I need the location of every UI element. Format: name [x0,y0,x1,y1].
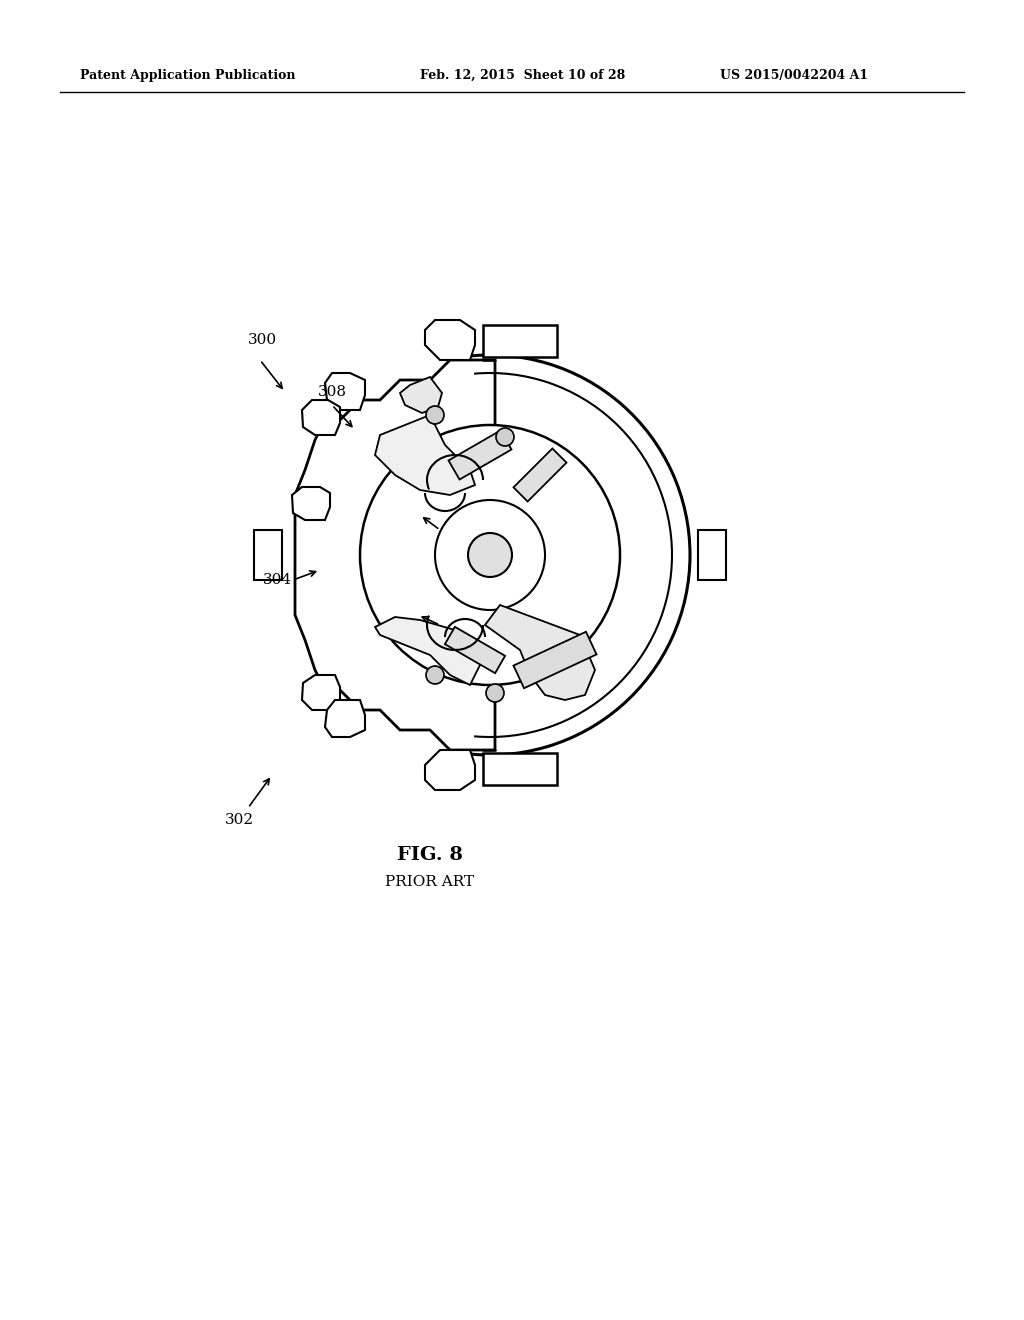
Text: PRIOR ART: PRIOR ART [385,875,474,888]
Polygon shape [449,430,511,479]
Text: US 2015/0042204 A1: US 2015/0042204 A1 [720,69,868,82]
Polygon shape [254,531,282,579]
Polygon shape [425,319,475,360]
Polygon shape [698,531,726,579]
Circle shape [426,667,444,684]
Polygon shape [513,449,566,502]
Circle shape [468,533,512,577]
Circle shape [426,407,444,424]
Text: 300: 300 [248,333,278,347]
Text: 304: 304 [263,573,292,587]
Polygon shape [444,627,505,673]
Circle shape [360,425,620,685]
Circle shape [496,428,514,446]
Text: 304: 304 [442,523,471,537]
Polygon shape [375,616,480,685]
Text: Feb. 12, 2015  Sheet 10 of 28: Feb. 12, 2015 Sheet 10 of 28 [420,69,626,82]
Circle shape [435,500,545,610]
Text: 308: 308 [318,385,347,399]
Text: 306: 306 [442,618,471,632]
Polygon shape [302,400,340,436]
Polygon shape [325,374,365,411]
Text: Patent Application Publication: Patent Application Publication [80,69,296,82]
Polygon shape [325,700,365,737]
Polygon shape [375,414,475,495]
Circle shape [486,684,504,702]
Polygon shape [400,378,442,413]
Polygon shape [513,632,597,688]
Polygon shape [292,487,330,520]
Polygon shape [302,675,340,710]
Polygon shape [483,752,557,785]
Text: 302: 302 [225,813,254,828]
Polygon shape [483,325,557,356]
Polygon shape [295,360,495,750]
Text: FIG. 8: FIG. 8 [397,846,463,865]
Polygon shape [485,605,595,700]
Polygon shape [425,750,475,789]
